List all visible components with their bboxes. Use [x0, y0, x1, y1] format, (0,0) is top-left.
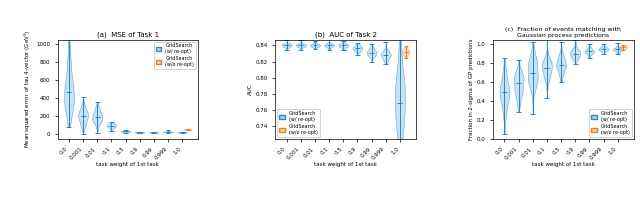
- Y-axis label: Fraction in 2-sigma of GP predictions: Fraction in 2-sigma of GP predictions: [469, 38, 474, 140]
- Title: (b)  AUC of Task 2: (b) AUC of Task 2: [315, 32, 376, 38]
- Legend: GridSearch
(w/ re-opt), GridSearch
(w/o re-opt): GridSearch (w/ re-opt), GridSearch (w/o …: [277, 109, 320, 137]
- Legend: GridSearch
(w/ re-opt), GridSearch
(w/o re-opt): GridSearch (w/ re-opt), GridSearch (w/o …: [589, 109, 632, 137]
- Y-axis label: Mean squared error of tau 4-vector (GeV$^2$): Mean squared error of tau 4-vector (GeV$…: [23, 30, 33, 148]
- X-axis label: task weight of 1st task: task weight of 1st task: [532, 162, 595, 167]
- Title: (c)  Fraction of events matching with
Gaussian process predictions: (c) Fraction of events matching with Gau…: [506, 27, 621, 38]
- Legend: GridSearch
(w/ re-opt), GridSearch
(w/o re-opt): GridSearch (w/ re-opt), GridSearch (w/o …: [154, 42, 196, 69]
- X-axis label: task weight of 1st task: task weight of 1st task: [97, 162, 159, 167]
- Title: (a)  MSE of Task 1: (a) MSE of Task 1: [97, 32, 159, 38]
- X-axis label: task weight of 1st task: task weight of 1st task: [314, 162, 377, 167]
- Y-axis label: AUC: AUC: [248, 83, 253, 95]
